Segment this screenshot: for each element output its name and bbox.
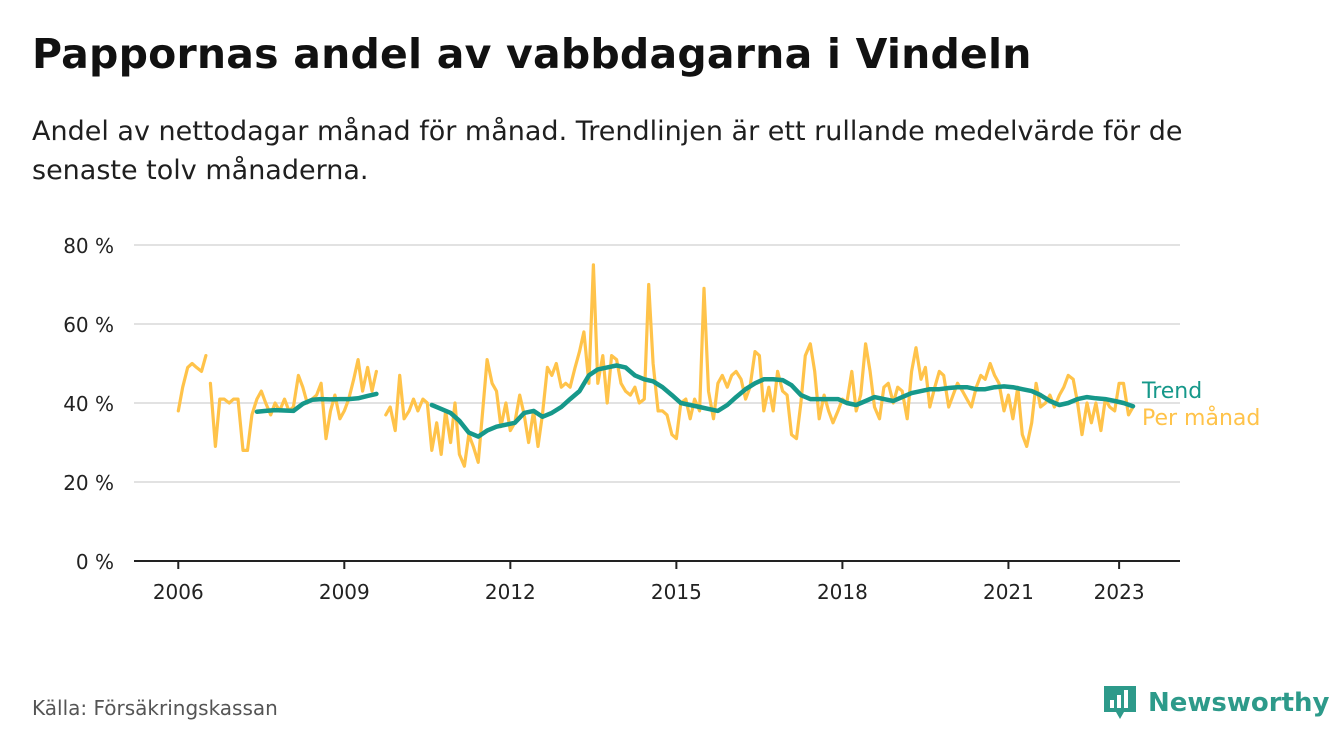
- gridlines: [134, 244, 1180, 483]
- trend-line-segment-0: [254, 391, 379, 414]
- y-tick-label: 80 %: [63, 234, 114, 258]
- monthly-line-segment-1: [208, 358, 378, 452]
- chart-title: Pappornas andel av vabbdagarna i Vindeln: [32, 30, 1032, 78]
- x-tick-label: 2012: [485, 580, 536, 604]
- legend-label-trend: Trend: [1141, 379, 1202, 404]
- brand-logo-link[interactable]: Newsworthy: [1102, 684, 1329, 722]
- brand-name: Newsworthy: [1148, 688, 1330, 718]
- y-tick-label: 60 %: [63, 313, 114, 337]
- chart-subtitle: Andel av nettodagar månad för månad. Tre…: [32, 116, 1183, 186]
- x-tick-label: 2015: [651, 580, 702, 604]
- x-tick-label: 2018: [817, 580, 868, 604]
- series-lines: [176, 263, 1136, 468]
- x-tick-label: 2023: [1094, 580, 1145, 604]
- x-tick-label: 2006: [153, 580, 204, 604]
- y-tick-label: 40 %: [63, 392, 114, 416]
- y-axis-tick-labels: 0 % 20 % 40 % 60 % 80 %: [63, 234, 114, 574]
- x-tick-label: 2009: [319, 580, 370, 604]
- y-tick-label: 20 %: [63, 471, 114, 495]
- monthly-line-segment-2: [384, 263, 1135, 468]
- x-axis-ticks: 2006 2009 2012 2015 2018 2021 2023: [153, 561, 1145, 604]
- trend-line-segment-1: [429, 363, 1136, 439]
- x-tick-label: 2021: [983, 580, 1034, 604]
- monthly-line-segment-0: [176, 354, 208, 413]
- source-note: Källa: Försäkringskassan: [32, 696, 278, 720]
- legend-label-monthly: Per månad: [1142, 405, 1260, 431]
- y-tick-label: 0 %: [76, 550, 114, 574]
- bar-chart-speech-bubble-icon: [1104, 686, 1136, 719]
